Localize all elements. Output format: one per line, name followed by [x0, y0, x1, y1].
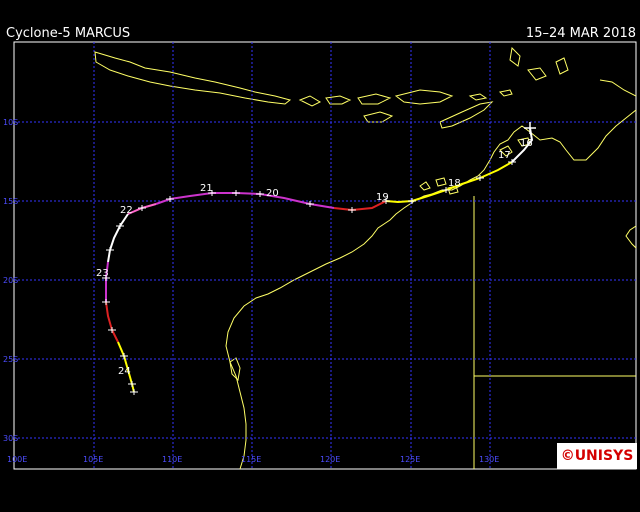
day-label: 16: [520, 138, 533, 149]
lon-label: 125E: [400, 455, 420, 464]
track-segment: [105, 261, 109, 302]
day-label: 17: [498, 150, 511, 161]
lon-label: 110E: [162, 455, 182, 464]
track-segment: [105, 301, 119, 343]
unisys-logo: ©UNISYS: [557, 443, 637, 469]
track-segment: [107, 213, 129, 263]
track-segment: [333, 200, 387, 212]
lon-label: 120E: [320, 455, 340, 464]
day-label: 24: [118, 366, 131, 377]
australia-coast: [225, 109, 637, 470]
day-labels: 16 17 18 19 20 21 22 23 24: [96, 138, 533, 377]
wetar-coast: [468, 89, 513, 101]
state-border: [473, 196, 636, 469]
map-frame: [13, 41, 637, 470]
track-segment: [511, 127, 534, 163]
day-label: 19: [376, 192, 389, 203]
new-guinea-coast: [599, 79, 637, 249]
date-range: 15–24 MAR 2018: [525, 26, 636, 41]
day-label: 20: [266, 188, 279, 199]
map-header: Cyclone-5 MARCUS 15–24 MAR 2018: [0, 0, 640, 42]
lon-label: 105E: [83, 455, 103, 464]
lat-label: 15S: [3, 197, 18, 206]
day-label: 22: [120, 205, 133, 216]
lon-label: 115E: [241, 455, 261, 464]
logo-text: ©UNISYS: [560, 448, 634, 464]
storm-track: [102, 122, 536, 395]
day-label: 21: [200, 183, 213, 194]
sumba-coast: [363, 111, 394, 123]
lat-label: 20S: [3, 276, 18, 285]
timor-coast: [439, 101, 494, 129]
lat-label: 10S: [3, 118, 18, 127]
aru-coast: [509, 46, 569, 81]
coastlines: [94, 46, 637, 470]
lon-label: 130E: [479, 455, 499, 464]
day-label: 18: [448, 178, 461, 189]
day-label: 23: [96, 268, 109, 279]
java-coast: [94, 51, 292, 105]
lat-lon-grid: 10S 15S 20S 25S 30S 100E 105E 110E 115E 120E 125E 1…: [3, 42, 636, 469]
storm-title: Cyclone-5 MARCUS: [6, 26, 131, 41]
lat-label: 30S: [3, 434, 18, 443]
shark-bay-coast: [229, 357, 241, 382]
track-segment: [117, 341, 135, 393]
lesser-sunda-coast: [298, 89, 454, 107]
lat-label: 25S: [3, 355, 18, 364]
lon-label: 100E: [7, 455, 27, 464]
